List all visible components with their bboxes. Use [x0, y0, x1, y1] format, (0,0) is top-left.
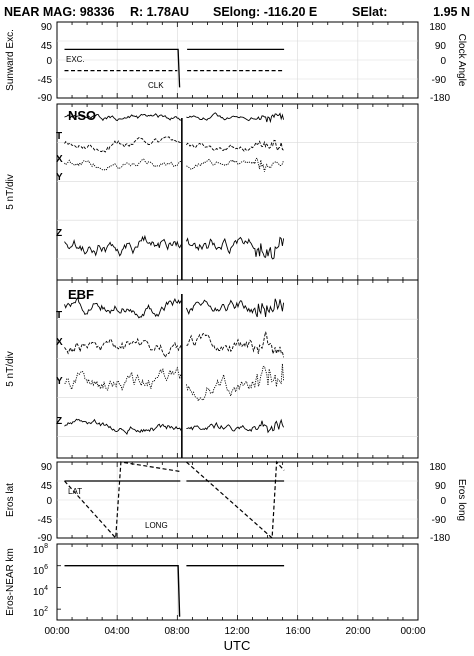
- eros-lat-ytick-1: 45: [41, 481, 53, 492]
- range-ytick-2: 104: [33, 585, 48, 598]
- time-axis: 00:00 04:00 08:00 12:00 16:00 20:00 00:0…: [44, 626, 425, 653]
- nso-label-y: Y: [56, 172, 63, 183]
- panel-range-grid: [56, 543, 419, 620]
- x-tick-label-4: 16:00: [285, 626, 310, 637]
- ebf-label-t: T: [56, 310, 62, 321]
- ebf-label-y: Y: [56, 376, 63, 387]
- series-line-z-0: [64, 234, 183, 257]
- panel-eros-angles-lines: [64, 460, 285, 540]
- panel-ebf: EBF T X Y Z 5 nT/div: [5, 279, 419, 459]
- clock-ytick-4: -180: [430, 93, 450, 104]
- panel-nso-title: NSO: [68, 108, 96, 123]
- eros-lat-ylabel: Eros lat: [5, 483, 16, 517]
- header-radius: R: 1.78AU: [130, 5, 189, 19]
- header-selat-value: 1.95 N: [433, 5, 470, 19]
- x-tick-label-0: 00:00: [44, 626, 69, 637]
- series-line-y-1: [186, 157, 285, 172]
- clock-ytick-1: 90: [435, 41, 447, 52]
- sunward-ylabel: Sunward Exc.: [5, 29, 16, 91]
- clock-ytick-2: 0: [440, 56, 446, 67]
- eros-lat-ytick-3: -45: [38, 515, 53, 526]
- clock-ylabel: Clock Angle: [456, 34, 467, 87]
- series-line-z-1: [186, 418, 285, 434]
- eros-long-ytick-4: -180: [430, 533, 450, 544]
- series-line-y-1: [185, 363, 285, 403]
- series-line-x-0: [64, 337, 183, 359]
- series-line-long-3: [186, 460, 285, 540]
- range-ytick-1: 106: [33, 564, 48, 577]
- eros-lat-ytick-2: 0: [46, 496, 52, 507]
- panel-sunward: 90 45 0 -45 -90 180 90 0 -90 -180 Sunwar…: [5, 21, 467, 104]
- panel-range-lines: [64, 565, 285, 617]
- sunward-ytick-1: 45: [41, 41, 53, 52]
- eros-long-ytick-1: 90: [435, 481, 447, 492]
- series-line-t-0: [64, 113, 183, 122]
- panel-nso: NSO T X Y Z 5 nT/div: [5, 103, 419, 281]
- range-ylabel: Eros-NEAR km: [5, 548, 16, 616]
- nso-ylabel: 5 nT/div: [5, 174, 16, 210]
- panel-nso-grid: [56, 104, 419, 280]
- ebf-label-z: Z: [56, 416, 62, 427]
- eros-long-ytick-3: -90: [432, 515, 447, 526]
- series-line-x-1: [186, 331, 285, 358]
- clk-annotation: CLK: [148, 81, 164, 90]
- header-mission: NEAR MAG: 98336: [4, 5, 114, 19]
- eros-long-ytick-2: 0: [440, 496, 446, 507]
- series-line-long-2: [64, 461, 181, 540]
- series-line-z-0: [64, 418, 183, 436]
- series-line-y-0: [64, 366, 183, 391]
- range-ytick-3: 102: [33, 606, 48, 619]
- sunward-ytick-0: 90: [41, 22, 53, 33]
- header-selong: SElong: -116.20 E: [213, 5, 317, 19]
- x-tick-label-2: 08:00: [164, 626, 189, 637]
- sunward-ytick-2: 0: [46, 56, 52, 67]
- header-selat: SElat:: [352, 5, 387, 19]
- series-line-t-1: [185, 298, 285, 318]
- x-tick-label-6: 00:00: [400, 626, 425, 637]
- panel-ebf-lines: [64, 294, 285, 458]
- panel-range: 108 106 104 102 Eros-NEAR km: [5, 543, 419, 621]
- long-annotation: LONG: [145, 521, 168, 530]
- range-ytick-0: 108: [33, 543, 48, 556]
- nso-label-x: X: [56, 154, 63, 165]
- eros-lat-ytick-0: 90: [41, 462, 53, 473]
- lat-annotation: LAT: [68, 487, 82, 496]
- panel-nso-lines: [64, 112, 285, 280]
- panel-eros-angles: 90 45 0 -45 -90 180 90 0 -90 -180 Eros l…: [5, 460, 467, 544]
- panel-sunward-lines: [64, 48, 285, 88]
- nso-label-t: T: [56, 131, 62, 142]
- eros-lat-ytick-4: -90: [38, 533, 53, 544]
- panel-sunward-grid: [56, 22, 419, 98]
- x-tick-label-1: 04:00: [104, 626, 129, 637]
- x-axis-label: UTC: [224, 638, 251, 653]
- x-tick-label-3: 12:00: [224, 626, 249, 637]
- x-tick-label-5: 20:00: [345, 626, 370, 637]
- series-line-t-1: [186, 112, 285, 124]
- series-line-y-0: [64, 158, 183, 171]
- clock-ytick-3: -90: [432, 75, 447, 86]
- eros-long-ytick-0: 180: [429, 462, 446, 473]
- sunward-ytick-4: -90: [38, 93, 53, 104]
- series-line-z-1: [185, 236, 285, 260]
- nso-label-z: Z: [56, 228, 62, 239]
- clock-ytick-0: 180: [429, 22, 446, 33]
- sunward-ytick-3: -45: [38, 75, 53, 86]
- series-line-x-1: [186, 139, 284, 152]
- ebf-ylabel: 5 nT/div: [5, 351, 16, 387]
- panel-eros-angles-grid: [56, 462, 419, 538]
- panel-ebf-grid: [56, 280, 419, 458]
- series-line-t-0: [64, 296, 183, 319]
- eros-long-ylabel: Eros long: [456, 479, 467, 521]
- series-line-x-0: [64, 136, 183, 153]
- exc-annotation: EXC.: [66, 55, 85, 64]
- series-line-range-0: [64, 565, 181, 617]
- panel-ebf-title: EBF: [68, 287, 94, 302]
- series-line-exc-0: [64, 48, 181, 88]
- ebf-label-x: X: [56, 337, 63, 348]
